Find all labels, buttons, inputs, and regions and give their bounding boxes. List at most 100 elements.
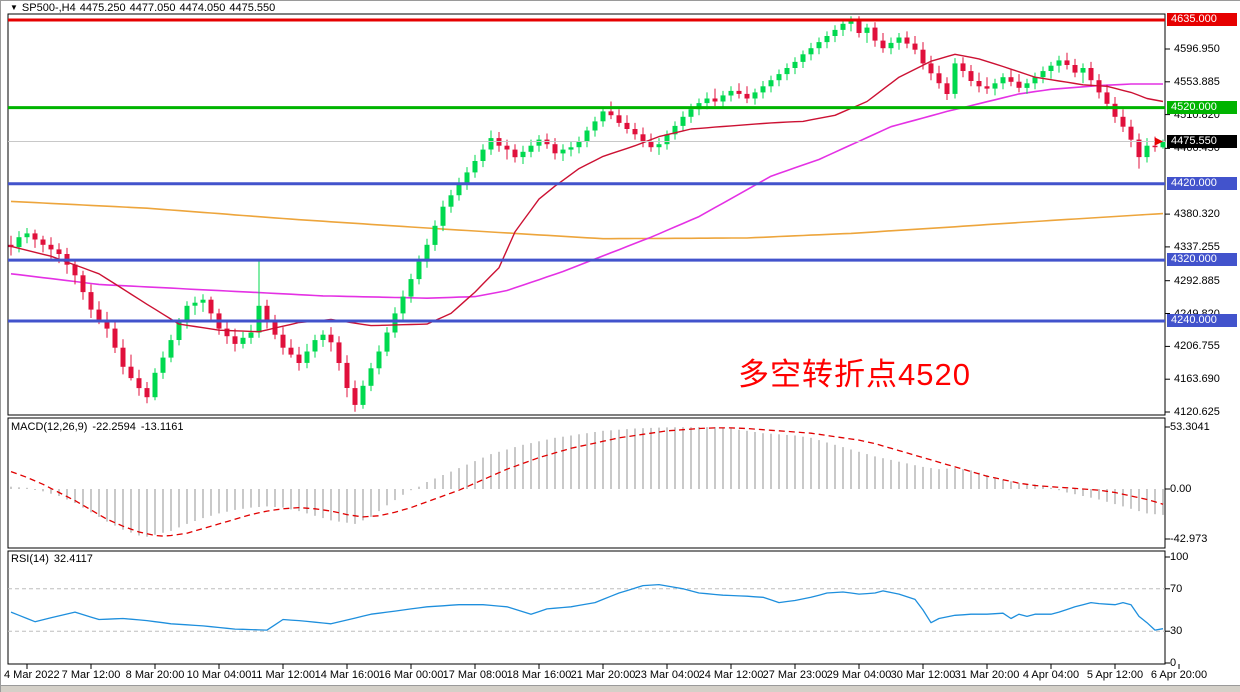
macd-value-1: -22.2594 xyxy=(92,421,136,433)
candle xyxy=(224,321,230,344)
time-tick-label: 8 Mar 20:00 xyxy=(125,669,185,681)
macd-tick-label: 0.00 xyxy=(1170,483,1192,495)
candle xyxy=(40,235,46,253)
candle xyxy=(248,324,254,344)
time-tick-label: 23 Mar 04:00 xyxy=(634,669,700,681)
price-tick-label: 4292.885 xyxy=(1174,275,1220,287)
chart-text-annotation[interactable]: 多空转折点4520 xyxy=(738,357,971,392)
candle xyxy=(832,25,838,43)
rsi-tick-label: 70 xyxy=(1170,583,1183,595)
candle xyxy=(448,189,454,213)
price-tick-label: 4206.755 xyxy=(1174,340,1220,352)
symbol-dropdown-icon[interactable]: ▼ xyxy=(10,3,18,12)
candle xyxy=(728,86,734,102)
rsi-panel-frame xyxy=(7,550,1166,665)
time-tick-label: 4 Mar 2022 xyxy=(4,669,60,681)
axis-tick-marks xyxy=(26,48,1180,669)
candle xyxy=(200,294,206,312)
time-tick-label: 24 Mar 12:00 xyxy=(698,669,764,681)
level-price-box: 4635.000 xyxy=(1167,13,1237,26)
candle xyxy=(520,145,526,164)
ohlc-high: 4477.050 xyxy=(129,2,176,14)
chart-header: ▼ SP500-,H4 4475.250 4477.050 4474.050 4475.5… xyxy=(10,2,279,14)
candle xyxy=(872,22,878,47)
candle xyxy=(1104,84,1110,110)
candle xyxy=(1144,138,1150,163)
candle xyxy=(168,334,174,363)
candle xyxy=(32,229,38,248)
time-tick-label: 16 Mar 00:00 xyxy=(378,669,444,681)
time-tick-label: 11 Mar 12:00 xyxy=(250,669,316,681)
candle xyxy=(672,121,678,140)
time-tick-label: 18 Mar 16:00 xyxy=(506,669,572,681)
candle xyxy=(312,334,318,358)
candle xyxy=(824,31,830,49)
time-tick-label: 29 Mar 04:00 xyxy=(826,669,892,681)
macd-value-2: -13.1161 xyxy=(140,421,184,433)
current-price-marker-icon xyxy=(1155,137,1163,146)
candle xyxy=(160,351,166,379)
candle xyxy=(888,37,894,55)
candle xyxy=(960,57,966,78)
rsi-value: 32.4117 xyxy=(53,553,93,565)
candle xyxy=(1040,66,1046,84)
candle xyxy=(8,235,14,256)
level-price-box: 4520.000 xyxy=(1167,101,1237,114)
candle xyxy=(568,141,574,157)
ohlc-low: 4474.050 xyxy=(179,2,226,14)
candle xyxy=(1120,109,1126,132)
candle xyxy=(640,127,646,148)
time-tick-label: 14 Mar 16:00 xyxy=(314,669,380,681)
candle xyxy=(776,69,782,87)
candle xyxy=(352,380,358,412)
candle xyxy=(176,318,182,346)
candle xyxy=(240,331,246,349)
candle xyxy=(584,126,590,148)
candle xyxy=(992,78,998,96)
candle xyxy=(384,327,390,357)
orange-ma-line xyxy=(10,200,1164,240)
candle xyxy=(944,77,950,100)
candle xyxy=(528,139,534,158)
rsi-indicator-label: RSI(14) 32.4117 xyxy=(11,553,98,565)
candle xyxy=(304,343,310,369)
price-axis[interactable]: 4596.950 4553.885 4510.820 4466.450 4380.320… xyxy=(1166,1,1240,669)
candle xyxy=(720,90,726,108)
price-tick-label: 4163.690 xyxy=(1174,373,1220,385)
ohlc-close: 4475.550 xyxy=(229,2,276,14)
candle xyxy=(968,65,974,87)
macd-tick-label: 53.3041 xyxy=(1170,421,1210,433)
candle xyxy=(24,228,30,244)
candle xyxy=(912,36,918,55)
candle xyxy=(664,130,670,150)
time-axis[interactable]: 4 Mar 2022 7 Mar 12:00 8 Mar 20:00 10 Mar 0… xyxy=(1,667,1240,684)
candle xyxy=(504,139,510,160)
candle xyxy=(792,57,798,75)
time-tick-label: 17 Mar 08:00 xyxy=(442,669,508,681)
candle xyxy=(656,138,662,155)
candle xyxy=(232,328,238,352)
candle xyxy=(256,260,262,338)
candle xyxy=(768,75,774,93)
candle xyxy=(864,23,870,43)
candle xyxy=(744,86,750,104)
candle xyxy=(112,322,118,353)
time-tick-label: 31 Mar 20:00 xyxy=(954,669,1020,681)
candle xyxy=(320,330,326,347)
macd-histogram xyxy=(10,427,1164,537)
price-tick-label: 4553.885 xyxy=(1174,76,1220,88)
candlestick-series xyxy=(8,16,1166,412)
price-tick-label: 4120.625 xyxy=(1174,406,1220,418)
candle xyxy=(1016,74,1022,93)
candle xyxy=(952,58,958,99)
candle xyxy=(1064,52,1070,70)
candle xyxy=(104,311,110,338)
candle xyxy=(1072,58,1078,78)
candle xyxy=(1032,72,1038,90)
magenta-ma-line xyxy=(10,83,1163,300)
candle xyxy=(328,327,334,352)
candle xyxy=(936,65,942,89)
candle xyxy=(712,88,718,107)
